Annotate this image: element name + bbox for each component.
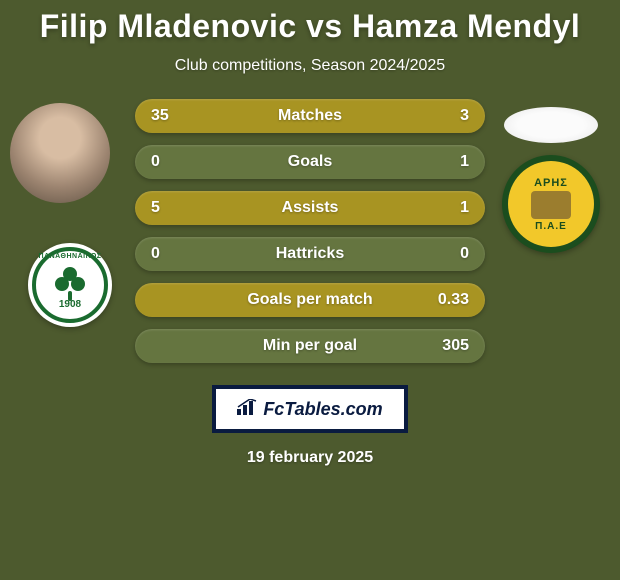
stat-label: Matches xyxy=(191,107,429,125)
stat-left-value: 5 xyxy=(151,199,191,217)
stat-left-value: 35 xyxy=(151,107,191,125)
club-right-name-bot: Π.Α.Ε xyxy=(535,221,567,232)
stat-right-value: 1 xyxy=(429,199,469,217)
subtitle: Club competitions, Season 2024/2025 xyxy=(175,57,445,75)
stat-left-value: 0 xyxy=(151,153,191,171)
stat-label: Min per goal xyxy=(191,337,429,355)
stat-label: Goals xyxy=(191,153,429,171)
club-left-name: ΠΑΝΑΘΗΝΑΪΚΟΣ xyxy=(39,253,102,260)
date-text: 19 february 2025 xyxy=(247,449,373,467)
stat-row: Goals per match0.33 xyxy=(135,283,485,317)
stat-row: 0Goals1 xyxy=(135,145,485,179)
stats-area: ΠΑΝΑΘΗΝΑΪΚΟΣ 1908 ΑΡΗΣ Π.Α.Ε 35Matches30… xyxy=(0,99,620,375)
stat-right-value: 305 xyxy=(429,337,469,355)
stat-row: Min per goal305 xyxy=(135,329,485,363)
brand-box: FcTables.com xyxy=(212,385,408,433)
brand-text: FcTables.com xyxy=(263,399,382,420)
shamrock-icon xyxy=(55,267,85,297)
club-right-name-top: ΑΡΗΣ xyxy=(534,177,568,189)
club-right-logo: ΑΡΗΣ Π.Α.Ε xyxy=(502,155,600,253)
aris-figure-icon xyxy=(531,191,571,219)
stat-label: Hattricks xyxy=(191,245,429,263)
stat-left-value: 0 xyxy=(151,245,191,263)
player-left-avatar xyxy=(10,103,110,203)
stat-right-value: 1 xyxy=(429,153,469,171)
stat-row: 35Matches3 xyxy=(135,99,485,133)
stat-row: 5Assists1 xyxy=(135,191,485,225)
stat-label: Assists xyxy=(191,199,429,217)
player-right-avatar xyxy=(504,107,598,143)
stat-right-value: 0 xyxy=(429,245,469,263)
stat-row: 0Hattricks0 xyxy=(135,237,485,271)
chart-icon xyxy=(237,399,257,420)
stat-label: Goals per match xyxy=(191,291,429,309)
page-title: Filip Mladenovic vs Hamza Mendyl xyxy=(40,8,581,45)
stat-right-value: 0.33 xyxy=(429,291,469,309)
club-left-logo: ΠΑΝΑΘΗΝΑΪΚΟΣ 1908 xyxy=(28,243,112,327)
stat-right-value: 3 xyxy=(429,107,469,125)
